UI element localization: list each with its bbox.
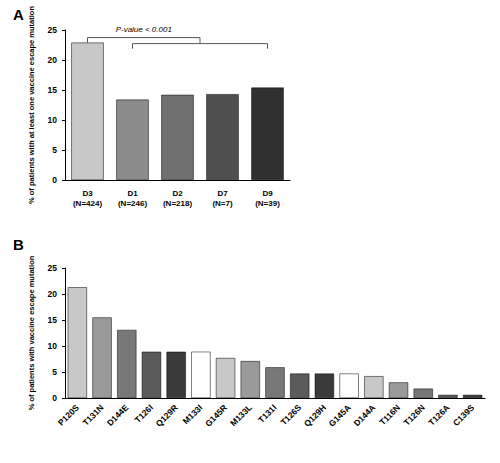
svg-text:T126A: T126A	[426, 402, 451, 427]
svg-text:D1: D1	[127, 189, 138, 198]
svg-text:T126N: T126N	[402, 402, 427, 427]
svg-text:(N=424): (N=424)	[73, 199, 102, 208]
svg-text:D7: D7	[217, 189, 228, 198]
svg-text:0: 0	[52, 175, 57, 185]
svg-text:D3: D3	[82, 189, 93, 198]
svg-text:15: 15	[48, 85, 58, 95]
svg-text:P-value < 0.001: P-value < 0.001	[116, 25, 172, 34]
svg-text:(N=246): (N=246)	[118, 199, 147, 208]
svg-text:T126I: T126I	[133, 402, 155, 424]
svg-text:20: 20	[48, 55, 58, 65]
svg-text:D2: D2	[172, 189, 183, 198]
svg-text:G145A: G145A	[327, 402, 353, 428]
svg-text:T116N: T116N	[377, 402, 402, 427]
svg-text:(N=218): (N=218)	[163, 199, 192, 208]
svg-text:M133L: M133L	[228, 402, 254, 428]
svg-text:D144A: D144A	[352, 402, 378, 428]
svg-text:T126S: T126S	[278, 402, 303, 427]
svg-text:(N=7): (N=7)	[212, 199, 233, 208]
svg-text:T131I: T131I	[256, 402, 278, 424]
svg-text:D9: D9	[262, 189, 273, 198]
svg-text:5: 5	[52, 145, 57, 155]
svg-text:25: 25	[48, 263, 58, 273]
svg-text:B: B	[13, 236, 24, 253]
svg-text:Q129R: Q129R	[154, 402, 180, 428]
svg-text:(N=39): (N=39)	[255, 199, 280, 208]
svg-text:10: 10	[48, 341, 58, 351]
svg-text:A: A	[13, 6, 24, 23]
svg-text:% of patients with at least on: % of patients with at least one vaccine …	[27, 6, 36, 204]
svg-text:25: 25	[48, 25, 58, 35]
svg-text:0: 0	[52, 393, 57, 403]
svg-text:M133I: M133I	[181, 402, 205, 426]
svg-text:G145R: G145R	[203, 402, 229, 428]
svg-text:15: 15	[48, 315, 58, 325]
svg-text:% of patients with vaccine esc: % of patients with vaccine escape mutati…	[27, 255, 36, 410]
svg-text:C139S: C139S	[451, 402, 477, 428]
svg-text:D144E: D144E	[105, 402, 131, 428]
svg-text:10: 10	[48, 115, 58, 125]
svg-text:P120S: P120S	[56, 402, 81, 427]
svg-text:5: 5	[52, 367, 57, 377]
svg-text:20: 20	[48, 289, 58, 299]
svg-text:Q129H: Q129H	[302, 402, 328, 428]
svg-text:T131N: T131N	[81, 402, 106, 427]
